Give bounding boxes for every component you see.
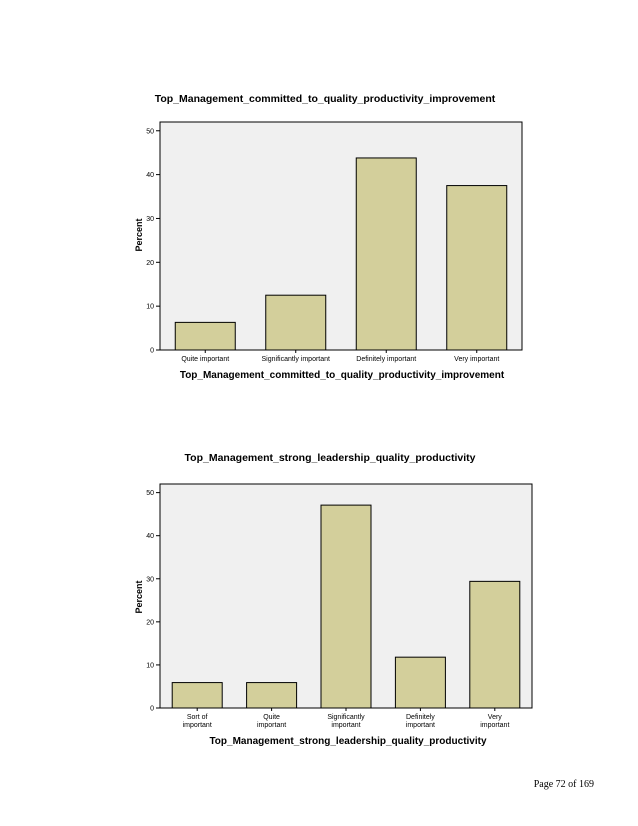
plot-group: 0 10 20 30 40 50 Quite important Significantly …: [146, 121, 523, 363]
x-tick-label: Sort of: [187, 714, 208, 721]
x-tick-label: important: [183, 722, 212, 729]
bar: [469, 580, 521, 709]
chart-title: Top_Management_strong_leadership_quality…: [185, 452, 476, 464]
y-tick-label: 50: [146, 128, 154, 135]
bar: [171, 682, 223, 709]
bar: [394, 656, 446, 709]
y-tick-label: 0: [150, 348, 154, 355]
x-tick-label: important: [257, 722, 286, 729]
chart-strong-leadership: Top_Management_strong_leadership_quality…: [0, 440, 638, 750]
x-tick-label: Quite important: [181, 356, 229, 363]
y-tick-label: 10: [146, 304, 154, 311]
y-tick-label: 30: [146, 576, 154, 583]
x-tick-label: Very important: [454, 356, 499, 363]
bar: [446, 185, 508, 351]
page-number: Page 72 of 169: [533, 779, 594, 790]
x-tick-label: Significantly important: [262, 356, 331, 363]
y-tick-label: 50: [146, 490, 154, 497]
y-axis-label: Percent: [134, 580, 144, 613]
x-tick-label: important: [480, 722, 509, 729]
chart-leadership-svg: Top_Management_strong_leadership_quality…: [134, 452, 533, 747]
x-tick-label: important: [406, 722, 435, 729]
bar: [246, 682, 298, 709]
x-tick-label: Quite: [263, 714, 280, 721]
y-tick-label: 40: [146, 172, 154, 179]
chart-title: Top_Management_committed_to_quality_prod…: [155, 93, 496, 105]
y-tick-label: 40: [146, 533, 154, 540]
x-tick-label: Significantly: [327, 714, 365, 721]
y-tick-label: 0: [150, 706, 154, 713]
y-tick-label: 30: [146, 216, 154, 223]
x-axis-label: Top_Management_strong_leadership_quality…: [209, 736, 487, 747]
bar: [355, 157, 417, 351]
chart-committed-svg: Top_Management_committed_to_quality_prod…: [134, 93, 523, 381]
x-tick-label: Definitely: [406, 714, 435, 721]
chart-committed-to-quality: Top_Management_committed_to_quality_prod…: [0, 80, 638, 390]
x-tick-label: Very: [488, 714, 503, 721]
bar: [320, 504, 372, 709]
y-tick-label: 10: [146, 662, 154, 669]
bar: [265, 294, 327, 351]
bar: [174, 321, 236, 351]
x-axis-label: Top_Management_committed_to_quality_prod…: [180, 370, 505, 381]
x-tick-label: Definitely important: [356, 356, 416, 363]
x-tick-label: important: [331, 722, 360, 729]
y-tick-label: 20: [146, 619, 154, 626]
y-axis-label: Percent: [134, 218, 144, 251]
y-tick-label: 20: [146, 260, 154, 267]
